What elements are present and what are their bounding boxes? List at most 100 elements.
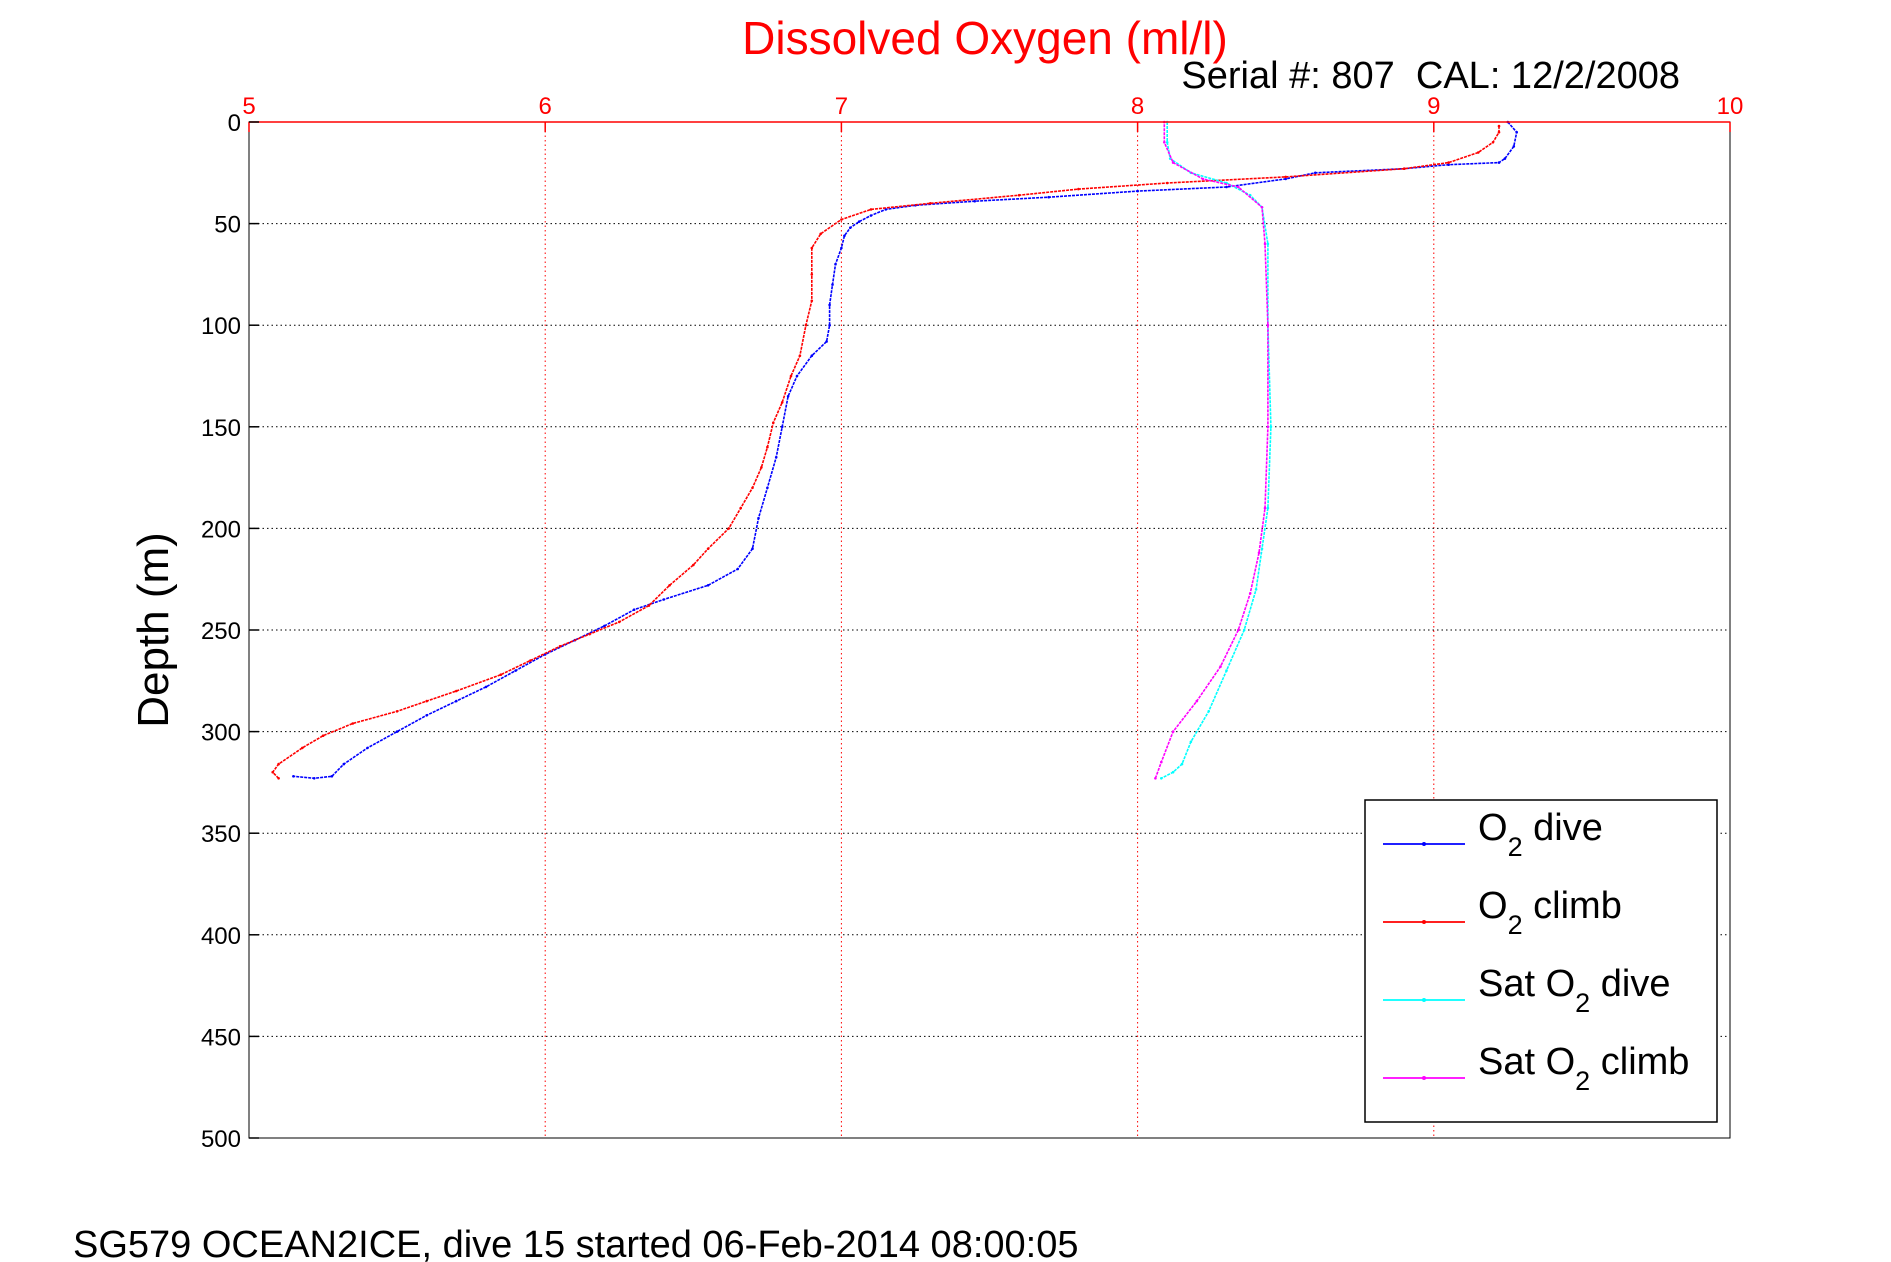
series-point xyxy=(1180,762,1184,766)
series-point xyxy=(810,273,814,276)
series-point xyxy=(798,354,802,358)
series-point xyxy=(757,516,760,520)
y-tick-label: 150 xyxy=(201,415,241,442)
series-point xyxy=(1497,130,1501,134)
series-point xyxy=(1237,628,1240,632)
chart-title: Dissolved Oxygen (ml/l) xyxy=(742,12,1228,64)
y-tick-label: 0 xyxy=(228,110,241,137)
y-tick-label: 450 xyxy=(201,1024,241,1051)
y-tick-label: 250 xyxy=(201,618,241,645)
series-point xyxy=(312,777,316,780)
series-point xyxy=(484,685,488,689)
series-point xyxy=(342,762,346,766)
legend-label: O2 climb xyxy=(1478,885,1622,940)
series-point xyxy=(1266,242,1270,246)
y-axis-ticks: 0 50 100 150 200 250 300 350 400 450 500 xyxy=(201,110,259,1153)
series-point xyxy=(1476,151,1480,154)
series-point xyxy=(1225,185,1228,189)
y-tick-label: 500 xyxy=(201,1126,241,1153)
series-point xyxy=(929,202,932,205)
series-point xyxy=(301,746,304,750)
series-point xyxy=(1195,699,1199,703)
series-point xyxy=(810,354,814,358)
x-tick-label: 5 xyxy=(242,93,255,120)
x-tick-label: 10 xyxy=(1717,93,1744,120)
series-point xyxy=(795,374,799,378)
series-point xyxy=(760,466,763,469)
y-tick-label: 50 xyxy=(214,212,241,239)
x-tick-label: 7 xyxy=(835,93,848,120)
series-point xyxy=(780,401,784,404)
series-point xyxy=(351,722,355,725)
series-point xyxy=(1219,665,1222,668)
series-point xyxy=(1260,547,1264,550)
series-point xyxy=(1242,628,1246,632)
series-point xyxy=(1165,141,1169,144)
series-point xyxy=(840,246,843,250)
series-point xyxy=(321,734,325,737)
series-point xyxy=(292,775,295,778)
series-point xyxy=(1257,551,1261,555)
legend: O2 dive O2 climb Sat O2 dive Sat O2 climb xyxy=(1364,799,1718,1123)
series-point xyxy=(1047,195,1050,199)
series-point xyxy=(425,699,429,703)
legend-label: Sat O2 climb xyxy=(1478,1041,1689,1096)
series-point xyxy=(1284,177,1287,181)
y-tick-label: 400 xyxy=(201,923,241,950)
series-lines xyxy=(271,120,1518,780)
x-tick-label: 9 xyxy=(1427,93,1440,120)
series-point xyxy=(558,645,562,648)
series-point xyxy=(780,425,784,429)
series-point xyxy=(739,506,742,510)
series-point xyxy=(1237,185,1240,189)
series-point xyxy=(810,299,814,303)
series-point xyxy=(1077,187,1080,191)
series-point xyxy=(766,486,769,490)
series-point xyxy=(834,262,837,266)
series-point xyxy=(884,208,888,211)
series-point xyxy=(1160,777,1163,780)
legend-box xyxy=(1364,799,1718,1123)
series-point xyxy=(1165,181,1169,185)
y-tick-label: 350 xyxy=(201,821,241,848)
series-point xyxy=(751,547,754,550)
series-point xyxy=(1171,161,1175,164)
series-point xyxy=(1171,730,1175,733)
series-point xyxy=(366,746,369,750)
chart-subtitle: Serial #: 807 CAL: 12/2/2008 xyxy=(1181,55,1680,97)
series-point xyxy=(1266,506,1270,510)
series-point xyxy=(825,340,828,343)
series-point xyxy=(1225,669,1228,672)
y-tick-label: 100 xyxy=(201,313,241,340)
series-point xyxy=(1512,145,1516,148)
series-point xyxy=(529,659,532,662)
series-point xyxy=(1207,710,1210,713)
series-point xyxy=(277,762,280,766)
series-point xyxy=(1491,141,1495,144)
series-line-3 xyxy=(1160,122,1272,780)
series-point xyxy=(395,730,399,733)
series-point xyxy=(810,246,814,250)
series-point xyxy=(789,374,793,378)
series-point xyxy=(1497,161,1501,164)
series-point xyxy=(1503,157,1507,160)
legend-swatch-marker xyxy=(1422,920,1426,924)
series-point xyxy=(1260,206,1264,209)
series-point xyxy=(774,456,778,459)
series-point xyxy=(588,632,591,636)
series-point xyxy=(618,620,621,624)
series-point xyxy=(1254,588,1258,591)
series-point xyxy=(499,673,503,676)
series-point xyxy=(1447,163,1450,166)
series-point xyxy=(1284,175,1287,179)
series-point xyxy=(1201,177,1205,181)
y-axis-label: Depth (m) xyxy=(129,532,178,728)
x-axis-ticks: 5 6 7 8 9 10 xyxy=(242,93,1743,132)
series-point xyxy=(766,445,769,449)
footer-caption: SG579 OCEAN2ICE, dive 15 started 06-Feb-… xyxy=(73,1224,1078,1262)
series-point xyxy=(804,323,808,327)
series-point xyxy=(647,604,651,607)
series-point xyxy=(1402,167,1406,170)
y-tick-label: 300 xyxy=(201,720,241,747)
